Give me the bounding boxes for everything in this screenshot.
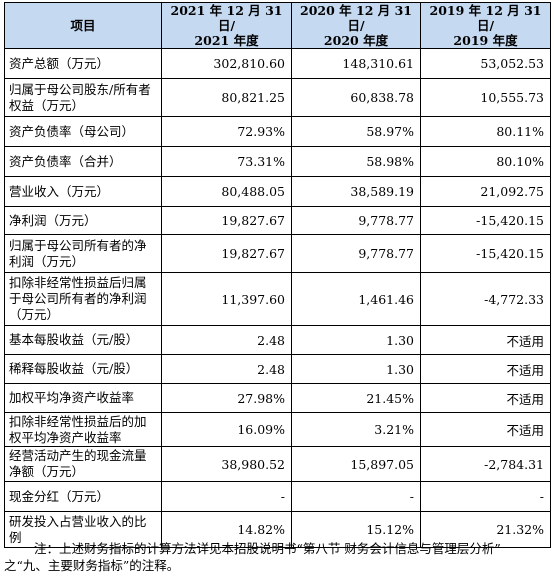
table-row: 基本每股收益（元/股） 2.48 1.30 不适用: [4, 325, 551, 355]
row-label: 归属于母公司所有者的净利润（万元）: [4, 234, 162, 273]
header-2020: 2020 年 12 月 31 日/2020 年度: [291, 2, 421, 49]
value-2021: 72.93%: [161, 116, 292, 147]
table-row: 资产负债率（合并） 73.31% 58.98% 80.10%: [4, 146, 551, 177]
value-2020: 9,778.77: [291, 234, 421, 273]
value-2020: 1,461.46: [291, 272, 421, 326]
value-2021: 27.98%: [161, 383, 292, 413]
value-2020: 21.45%: [291, 383, 421, 413]
value-2021: 302,810.60: [161, 48, 292, 79]
value-2021: 2.48: [161, 325, 292, 355]
value-2021: -: [161, 481, 292, 512]
header-item: 项目: [4, 2, 162, 49]
table-row: 归属于母公司所有者的净利润（万元） 19,827.67 9,778.77 -15…: [4, 234, 551, 273]
value-2019: 不适用: [420, 412, 551, 447]
value-2021: 19,827.67: [161, 234, 292, 273]
row-label: 资产总额（万元）: [4, 48, 162, 79]
value-2021: 16.09%: [161, 412, 292, 447]
row-label: 基本每股收益（元/股）: [4, 325, 162, 355]
value-2021: 2.48: [161, 354, 292, 384]
table-row: 经营活动产生的现金流量净额（万元） 38,980.52 15,897.05 -2…: [4, 446, 551, 482]
row-label: 现金分红（万元）: [4, 481, 162, 512]
value-2019: 不适用: [420, 354, 551, 384]
header-row: 项目 2021 年 12 月 31 日/2021 年度 2020 年 12 月 …: [4, 2, 551, 49]
value-2020: 58.98%: [291, 146, 421, 177]
table-row: 净利润（万元） 19,827.67 9,778.77 -15,420.15: [4, 206, 551, 235]
table-row: 营业收入（万元） 80,488.05 38,589.19 21,092.75: [4, 176, 551, 207]
value-2020: 15,897.05: [291, 446, 421, 482]
value-2020: 1.30: [291, 354, 421, 384]
row-label: 加权平均净资产收益率: [4, 383, 162, 413]
row-label: 扣除非经常性损益后归属于母公司所有者的净利润（万元）: [4, 272, 162, 326]
row-label: 净利润（万元）: [4, 206, 162, 235]
footnote-line-2: 之“九、主要财务指标”的注释。: [4, 558, 180, 573]
table-row: 研发投入占营业收入的比例 14.82% 15.12% 21.32%: [4, 511, 551, 548]
value-2019: 80.10%: [420, 146, 551, 177]
row-label: 扣除非经常性损益后的加权平均净资产收益率: [4, 412, 162, 447]
value-2021: 80,821.25: [161, 78, 292, 117]
value-2019: 21.32%: [420, 511, 551, 548]
value-2020: 3.21%: [291, 412, 421, 447]
table-row: 稀释每股收益（元/股） 2.48 1.30 不适用: [4, 354, 551, 384]
footnote-line-1: 注：上述财务指标的计算方法详见本招股说明书“第八节 财务会计信息与管理层分析”: [34, 541, 501, 556]
table-footnote: 注：上述财务指标的计算方法详见本招股说明书“第八节 财务会计信息与管理层分析” …: [4, 540, 552, 574]
row-label: 营业收入（万元）: [4, 176, 162, 207]
value-2020: -: [291, 481, 421, 512]
table-row: 资产总额（万元） 302,810.60 148,310.61 53,052.53: [4, 48, 551, 79]
row-label: 资产负债率（合并）: [4, 146, 162, 177]
value-2021: 19,827.67: [161, 206, 292, 235]
row-label: 研发投入占营业收入的比例: [4, 511, 162, 548]
table-row: 现金分红（万元） - - -: [4, 481, 551, 512]
value-2020: 60,838.78: [291, 78, 421, 117]
value-2020: 148,310.61: [291, 48, 421, 79]
value-2021: 80,488.05: [161, 176, 292, 207]
value-2019: -2,784.31: [420, 446, 551, 482]
value-2019: -: [420, 481, 551, 512]
table-row: 扣除非经常性损益后归属于母公司所有者的净利润（万元） 11,397.60 1,4…: [4, 272, 551, 326]
header-2019: 2019 年 12 月 31 日/2019 年度: [420, 2, 551, 49]
value-2019: 10,555.73: [420, 78, 551, 117]
value-2021: 11,397.60: [161, 272, 292, 326]
row-label: 资产负债率（母公司）: [4, 116, 162, 147]
table-row: 扣除非经常性损益后的加权平均净资产收益率 16.09% 3.21% 不适用: [4, 412, 551, 447]
value-2020: 9,778.77: [291, 206, 421, 235]
value-2019: -15,420.15: [420, 234, 551, 273]
value-2021: 73.31%: [161, 146, 292, 177]
row-label: 归属于母公司股东/所有者权益（万元）: [4, 78, 162, 117]
value-2019: 53,052.53: [420, 48, 551, 79]
table-row: 加权平均净资产收益率 27.98% 21.45% 不适用: [4, 383, 551, 413]
header-2021: 2021 年 12 月 31 日/2021 年度: [161, 2, 292, 49]
row-label: 经营活动产生的现金流量净额（万元）: [4, 446, 162, 482]
table-row: 归属于母公司股东/所有者权益（万元） 80,821.25 60,838.78 1…: [4, 78, 551, 117]
value-2021: 38,980.52: [161, 446, 292, 482]
value-2019: -4,772.33: [420, 272, 551, 326]
financial-indicators-table: 项目 2021 年 12 月 31 日/2021 年度 2020 年 12 月 …: [4, 2, 551, 548]
value-2019: 不适用: [420, 383, 551, 413]
value-2021: 14.82%: [161, 511, 292, 548]
value-2020: 1.30: [291, 325, 421, 355]
row-label: 稀释每股收益（元/股）: [4, 354, 162, 384]
value-2019: -15,420.15: [420, 206, 551, 235]
value-2020: 58.97%: [291, 116, 421, 147]
value-2019: 21,092.75: [420, 176, 551, 207]
value-2020: 15.12%: [291, 511, 421, 548]
value-2020: 38,589.19: [291, 176, 421, 207]
value-2019: 不适用: [420, 325, 551, 355]
table-row: 资产负债率（母公司） 72.93% 58.97% 80.11%: [4, 116, 551, 147]
value-2019: 80.11%: [420, 116, 551, 147]
